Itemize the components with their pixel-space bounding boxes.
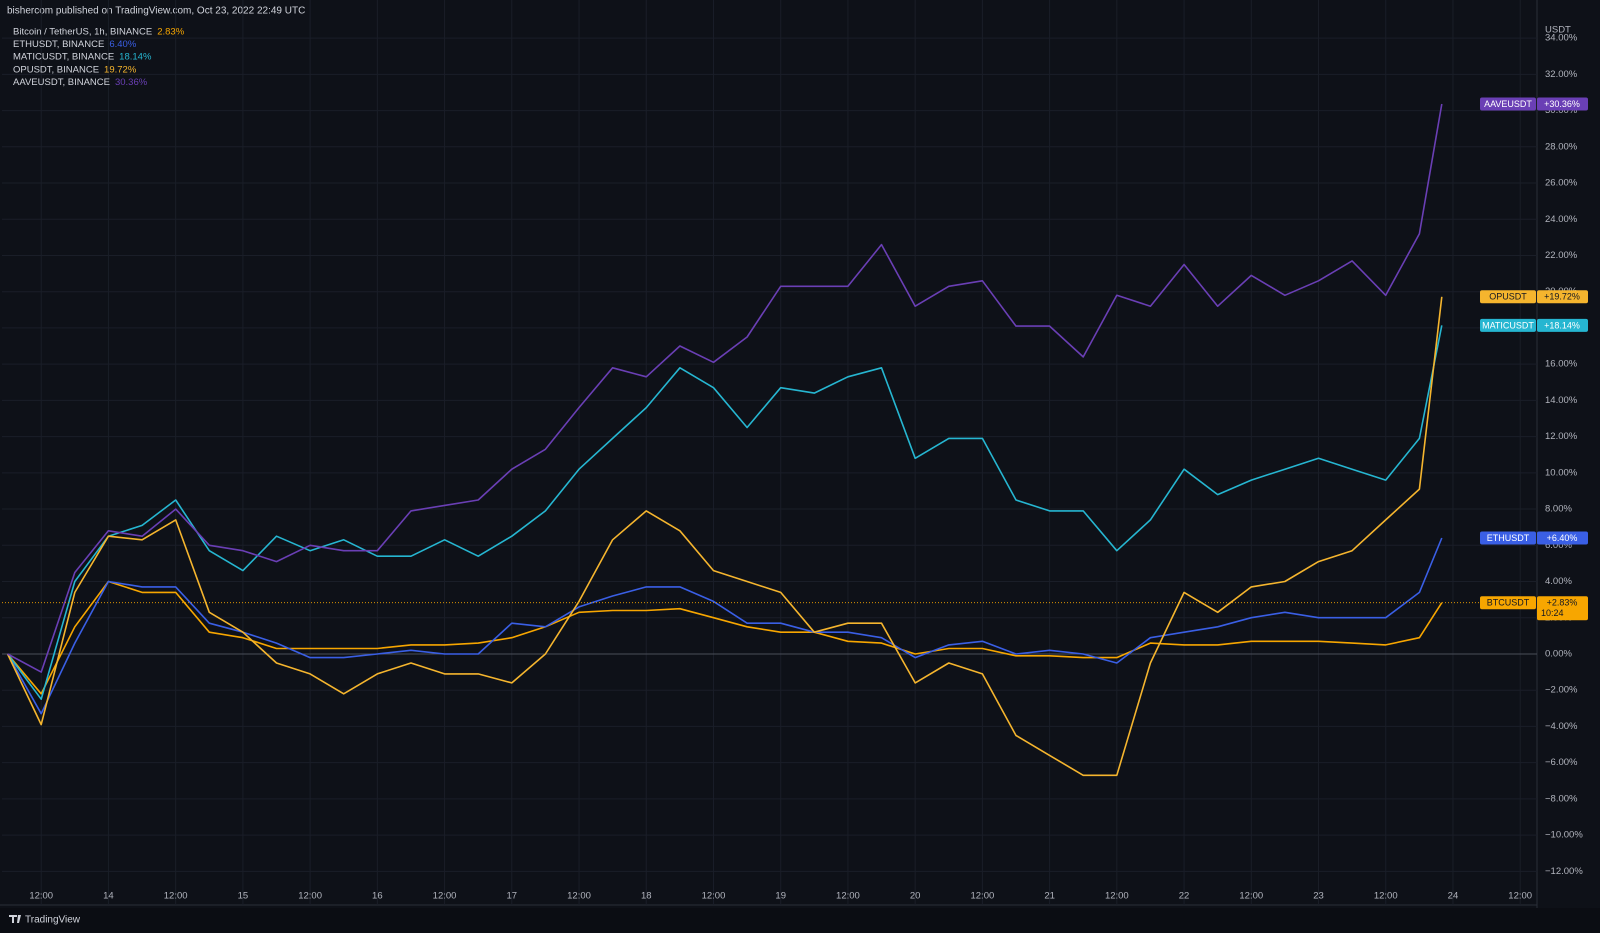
x-tick-label: 12:00 xyxy=(1105,891,1129,902)
countdown: 10:24 xyxy=(1541,608,1564,618)
tag-name-box xyxy=(1480,596,1536,610)
footer: TradingView xyxy=(25,915,81,926)
y-tick-label: 16.00% xyxy=(1545,359,1578,370)
x-tick-label: 12:00 xyxy=(1239,891,1263,902)
y-tick-label: 12.00% xyxy=(1545,431,1578,442)
logo xyxy=(9,915,21,923)
legend-label: MATICUSDT, BINANCE xyxy=(13,52,114,63)
series-line xyxy=(6,325,1443,700)
x-tick-label: 12:00 xyxy=(29,891,53,902)
tag-name: AAVEUSDT xyxy=(1484,99,1532,109)
series-line xyxy=(6,296,1443,777)
x-tick-label: 14 xyxy=(103,891,114,902)
tag-name-box xyxy=(1480,290,1536,304)
y-tick-label: 34.00% xyxy=(1545,33,1578,44)
tag-name-box xyxy=(1480,97,1536,111)
x-tick-label: 12:00 xyxy=(702,891,726,902)
series-line xyxy=(7,103,1443,673)
tag-value-box xyxy=(1537,318,1588,332)
y-tick-label: 28.00% xyxy=(1545,141,1578,152)
y-tick-label: 32.00% xyxy=(1545,69,1578,80)
x-tick-label: 12:00 xyxy=(164,891,188,902)
x-tick-label: 15 xyxy=(238,891,249,902)
legend-value: 30.36% xyxy=(115,77,148,88)
x-tick-label: 12:00 xyxy=(970,891,994,902)
x-tick-label: 21 xyxy=(1044,891,1055,902)
y-tick-label: −2.00% xyxy=(1545,685,1578,696)
legend-label: Bitcoin / TetherUS, 1h, BINANCE xyxy=(13,27,152,38)
legend-label: OPUSDT, BINANCE xyxy=(13,64,99,75)
tag-value-box xyxy=(1537,531,1588,545)
y-tick-label: 30.00% xyxy=(1545,105,1578,116)
tag-name: ETHUSDT xyxy=(1487,533,1530,543)
series-line xyxy=(6,537,1443,715)
header: bishercom published on TradingView.com, … xyxy=(7,6,305,17)
legend-value: 2.83% xyxy=(157,27,184,38)
tag-name: OPUSDT xyxy=(1489,292,1527,302)
x-tick-label: 17 xyxy=(507,891,518,902)
tag-name: MATICUSDT xyxy=(1482,320,1534,330)
tag-value-box xyxy=(1537,596,1588,621)
x-tick-label: 12:00 xyxy=(1374,891,1398,902)
x-tick-label: 18 xyxy=(641,891,652,902)
y-tick-label: −12.00% xyxy=(1545,866,1583,877)
y-tick-label: 22.00% xyxy=(1545,250,1578,261)
x-tick-label: 12:00 xyxy=(836,891,860,902)
y-tick-label: 10.00% xyxy=(1545,467,1578,478)
y-tick-label: 4.00% xyxy=(1545,576,1572,587)
x-tick-label: 24 xyxy=(1448,891,1459,902)
tag-value-box xyxy=(1537,97,1588,111)
tag-name-box xyxy=(1480,531,1536,545)
x-tick-label: 12:00 xyxy=(1508,891,1532,902)
x-tick-label: 12:00 xyxy=(298,891,322,902)
legend-label: AAVEUSDT, BINANCE xyxy=(13,77,110,88)
tag-value: +18.14% xyxy=(1544,320,1580,330)
tag-name-box xyxy=(1480,318,1536,332)
x-tick-label: 23 xyxy=(1313,891,1324,902)
tag-value: +19.72% xyxy=(1544,292,1580,302)
y-tick-label: 26.00% xyxy=(1545,178,1578,189)
y-tick-label: 6.00% xyxy=(1545,540,1572,551)
x-tick-label: 22 xyxy=(1179,891,1190,902)
y-tick-label: −8.00% xyxy=(1545,793,1578,804)
y-tick-label: 24.00% xyxy=(1545,214,1578,225)
footer-bar xyxy=(0,908,1600,933)
x-tick-label: 19 xyxy=(775,891,786,902)
x-tick-label: 16 xyxy=(372,891,383,902)
tag-value-box xyxy=(1537,290,1588,304)
series-line xyxy=(6,580,1443,695)
legend-value: 18.14% xyxy=(119,52,152,63)
unit: USDT xyxy=(1545,25,1571,36)
y-tick-label: 14.00% xyxy=(1545,395,1578,406)
legend-value: 6.40% xyxy=(109,39,136,50)
tag-value: +2.83% xyxy=(1547,598,1578,608)
x-tick-label: 12:00 xyxy=(567,891,591,902)
tag-name: BTCUSDT xyxy=(1487,598,1530,608)
y-tick-label: −6.00% xyxy=(1545,757,1578,768)
y-tick-label: −4.00% xyxy=(1545,721,1578,732)
y-tick-label: 0.00% xyxy=(1545,648,1572,659)
legend-value: 19.72% xyxy=(104,64,137,75)
y-tick-label: −10.00% xyxy=(1545,830,1583,841)
legend-label: ETHUSDT, BINANCE xyxy=(13,39,104,50)
tag-value: +6.40% xyxy=(1547,533,1578,543)
x-tick-label: 20 xyxy=(910,891,921,902)
y-tick-label: 8.00% xyxy=(1545,504,1572,515)
tag-value: +30.36% xyxy=(1544,99,1580,109)
x-tick-label: 12:00 xyxy=(433,891,457,902)
